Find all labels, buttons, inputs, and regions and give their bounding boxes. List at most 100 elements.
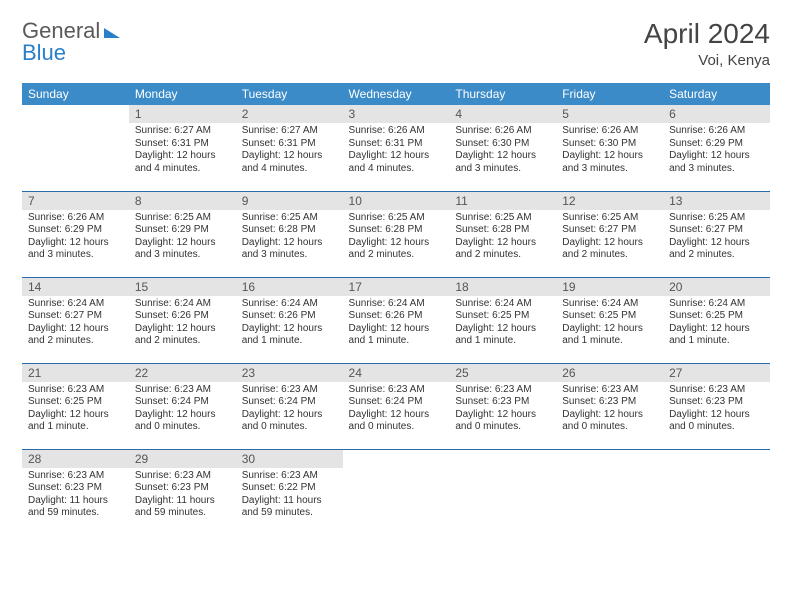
weekday-saturday: Saturday xyxy=(663,83,770,105)
day-body: Sunrise: 6:26 AMSunset: 6:30 PMDaylight:… xyxy=(449,123,556,179)
calendar-cell: 16Sunrise: 6:24 AMSunset: 6:26 PMDayligh… xyxy=(236,277,343,363)
day-number: 10 xyxy=(343,192,450,210)
day-body: Sunrise: 6:24 AMSunset: 6:26 PMDaylight:… xyxy=(343,296,450,352)
weekday-thursday: Thursday xyxy=(449,83,556,105)
calendar-cell: 1Sunrise: 6:27 AMSunset: 6:31 PMDaylight… xyxy=(129,105,236,191)
calendar-week-row: 14Sunrise: 6:24 AMSunset: 6:27 PMDayligh… xyxy=(22,277,770,363)
calendar-cell: 10Sunrise: 6:25 AMSunset: 6:28 PMDayligh… xyxy=(343,191,450,277)
calendar-cell: 23Sunrise: 6:23 AMSunset: 6:24 PMDayligh… xyxy=(236,363,343,449)
day-number: 7 xyxy=(22,192,129,210)
day-number: 13 xyxy=(663,192,770,210)
day-number: 9 xyxy=(236,192,343,210)
day-number: 22 xyxy=(129,364,236,382)
calendar-week-row: 28Sunrise: 6:23 AMSunset: 6:23 PMDayligh… xyxy=(22,449,770,535)
day-body: Sunrise: 6:23 AMSunset: 6:25 PMDaylight:… xyxy=(22,382,129,438)
day-number: 21 xyxy=(22,364,129,382)
day-body: Sunrise: 6:26 AMSunset: 6:29 PMDaylight:… xyxy=(663,123,770,179)
day-body: Sunrise: 6:23 AMSunset: 6:23 PMDaylight:… xyxy=(129,468,236,524)
day-number: 2 xyxy=(236,105,343,123)
calendar-cell: 11Sunrise: 6:25 AMSunset: 6:28 PMDayligh… xyxy=(449,191,556,277)
weekday-header-row: Sunday Monday Tuesday Wednesday Thursday… xyxy=(22,83,770,105)
header: General April 2024 Voi, Kenya xyxy=(22,18,770,69)
calendar-cell: 17Sunrise: 6:24 AMSunset: 6:26 PMDayligh… xyxy=(343,277,450,363)
day-number: 25 xyxy=(449,364,556,382)
day-body: Sunrise: 6:24 AMSunset: 6:25 PMDaylight:… xyxy=(663,296,770,352)
day-body: Sunrise: 6:23 AMSunset: 6:23 PMDaylight:… xyxy=(22,468,129,524)
calendar-cell: 19Sunrise: 6:24 AMSunset: 6:25 PMDayligh… xyxy=(556,277,663,363)
calendar-cell xyxy=(22,105,129,191)
calendar-week-row: 21Sunrise: 6:23 AMSunset: 6:25 PMDayligh… xyxy=(22,363,770,449)
calendar-week-row: 1Sunrise: 6:27 AMSunset: 6:31 PMDaylight… xyxy=(22,105,770,191)
day-body: Sunrise: 6:23 AMSunset: 6:23 PMDaylight:… xyxy=(556,382,663,438)
page-subtitle: Voi, Kenya xyxy=(644,52,770,69)
day-body: Sunrise: 6:25 AMSunset: 6:28 PMDaylight:… xyxy=(449,210,556,266)
title-block: April 2024 Voi, Kenya xyxy=(644,18,770,69)
day-body: Sunrise: 6:23 AMSunset: 6:23 PMDaylight:… xyxy=(663,382,770,438)
day-number: 27 xyxy=(663,364,770,382)
calendar-cell xyxy=(343,449,450,535)
calendar-cell: 3Sunrise: 6:26 AMSunset: 6:31 PMDaylight… xyxy=(343,105,450,191)
calendar-cell: 13Sunrise: 6:25 AMSunset: 6:27 PMDayligh… xyxy=(663,191,770,277)
day-body: Sunrise: 6:26 AMSunset: 6:31 PMDaylight:… xyxy=(343,123,450,179)
day-number: 30 xyxy=(236,450,343,468)
calendar-cell: 7Sunrise: 6:26 AMSunset: 6:29 PMDaylight… xyxy=(22,191,129,277)
logo-triangle-icon xyxy=(104,28,120,38)
calendar-cell: 26Sunrise: 6:23 AMSunset: 6:23 PMDayligh… xyxy=(556,363,663,449)
weekday-sunday: Sunday xyxy=(22,83,129,105)
weekday-friday: Friday xyxy=(556,83,663,105)
day-body: Sunrise: 6:26 AMSunset: 6:30 PMDaylight:… xyxy=(556,123,663,179)
day-body: Sunrise: 6:23 AMSunset: 6:23 PMDaylight:… xyxy=(449,382,556,438)
calendar-cell: 27Sunrise: 6:23 AMSunset: 6:23 PMDayligh… xyxy=(663,363,770,449)
calendar-cell: 24Sunrise: 6:23 AMSunset: 6:24 PMDayligh… xyxy=(343,363,450,449)
calendar-cell: 14Sunrise: 6:24 AMSunset: 6:27 PMDayligh… xyxy=(22,277,129,363)
calendar-cell: 22Sunrise: 6:23 AMSunset: 6:24 PMDayligh… xyxy=(129,363,236,449)
calendar-cell: 4Sunrise: 6:26 AMSunset: 6:30 PMDaylight… xyxy=(449,105,556,191)
calendar-week-row: 7Sunrise: 6:26 AMSunset: 6:29 PMDaylight… xyxy=(22,191,770,277)
day-number: 1 xyxy=(129,105,236,123)
day-number: 28 xyxy=(22,450,129,468)
calendar-cell xyxy=(556,449,663,535)
day-number: 5 xyxy=(556,105,663,123)
calendar-cell: 30Sunrise: 6:23 AMSunset: 6:22 PMDayligh… xyxy=(236,449,343,535)
logo-text-blue: Blue xyxy=(22,40,66,66)
calendar-cell: 12Sunrise: 6:25 AMSunset: 6:27 PMDayligh… xyxy=(556,191,663,277)
day-number: 4 xyxy=(449,105,556,123)
day-number: 8 xyxy=(129,192,236,210)
calendar-cell: 5Sunrise: 6:26 AMSunset: 6:30 PMDaylight… xyxy=(556,105,663,191)
calendar-cell: 9Sunrise: 6:25 AMSunset: 6:28 PMDaylight… xyxy=(236,191,343,277)
day-number: 12 xyxy=(556,192,663,210)
day-body: Sunrise: 6:24 AMSunset: 6:26 PMDaylight:… xyxy=(129,296,236,352)
day-number: 20 xyxy=(663,278,770,296)
weekday-monday: Monday xyxy=(129,83,236,105)
day-body: Sunrise: 6:25 AMSunset: 6:27 PMDaylight:… xyxy=(556,210,663,266)
day-body: Sunrise: 6:27 AMSunset: 6:31 PMDaylight:… xyxy=(129,123,236,179)
calendar-cell: 18Sunrise: 6:24 AMSunset: 6:25 PMDayligh… xyxy=(449,277,556,363)
day-body: Sunrise: 6:26 AMSunset: 6:29 PMDaylight:… xyxy=(22,210,129,266)
calendar-cell xyxy=(449,449,556,535)
day-number: 19 xyxy=(556,278,663,296)
day-number: 3 xyxy=(343,105,450,123)
weekday-tuesday: Tuesday xyxy=(236,83,343,105)
day-body: Sunrise: 6:25 AMSunset: 6:29 PMDaylight:… xyxy=(129,210,236,266)
calendar-cell: 15Sunrise: 6:24 AMSunset: 6:26 PMDayligh… xyxy=(129,277,236,363)
day-body: Sunrise: 6:25 AMSunset: 6:27 PMDaylight:… xyxy=(663,210,770,266)
day-number: 23 xyxy=(236,364,343,382)
day-number: 11 xyxy=(449,192,556,210)
day-body: Sunrise: 6:24 AMSunset: 6:25 PMDaylight:… xyxy=(556,296,663,352)
calendar-table: Sunday Monday Tuesday Wednesday Thursday… xyxy=(22,83,770,535)
day-number: 15 xyxy=(129,278,236,296)
calendar-cell: 21Sunrise: 6:23 AMSunset: 6:25 PMDayligh… xyxy=(22,363,129,449)
day-number: 24 xyxy=(343,364,450,382)
calendar-cell: 8Sunrise: 6:25 AMSunset: 6:29 PMDaylight… xyxy=(129,191,236,277)
day-body: Sunrise: 6:23 AMSunset: 6:24 PMDaylight:… xyxy=(343,382,450,438)
day-number: 6 xyxy=(663,105,770,123)
weekday-wednesday: Wednesday xyxy=(343,83,450,105)
calendar-cell: 29Sunrise: 6:23 AMSunset: 6:23 PMDayligh… xyxy=(129,449,236,535)
day-body: Sunrise: 6:24 AMSunset: 6:27 PMDaylight:… xyxy=(22,296,129,352)
day-number: 29 xyxy=(129,450,236,468)
day-number: 18 xyxy=(449,278,556,296)
calendar-cell: 25Sunrise: 6:23 AMSunset: 6:23 PMDayligh… xyxy=(449,363,556,449)
day-body: Sunrise: 6:25 AMSunset: 6:28 PMDaylight:… xyxy=(343,210,450,266)
day-number: 16 xyxy=(236,278,343,296)
calendar-cell: 20Sunrise: 6:24 AMSunset: 6:25 PMDayligh… xyxy=(663,277,770,363)
